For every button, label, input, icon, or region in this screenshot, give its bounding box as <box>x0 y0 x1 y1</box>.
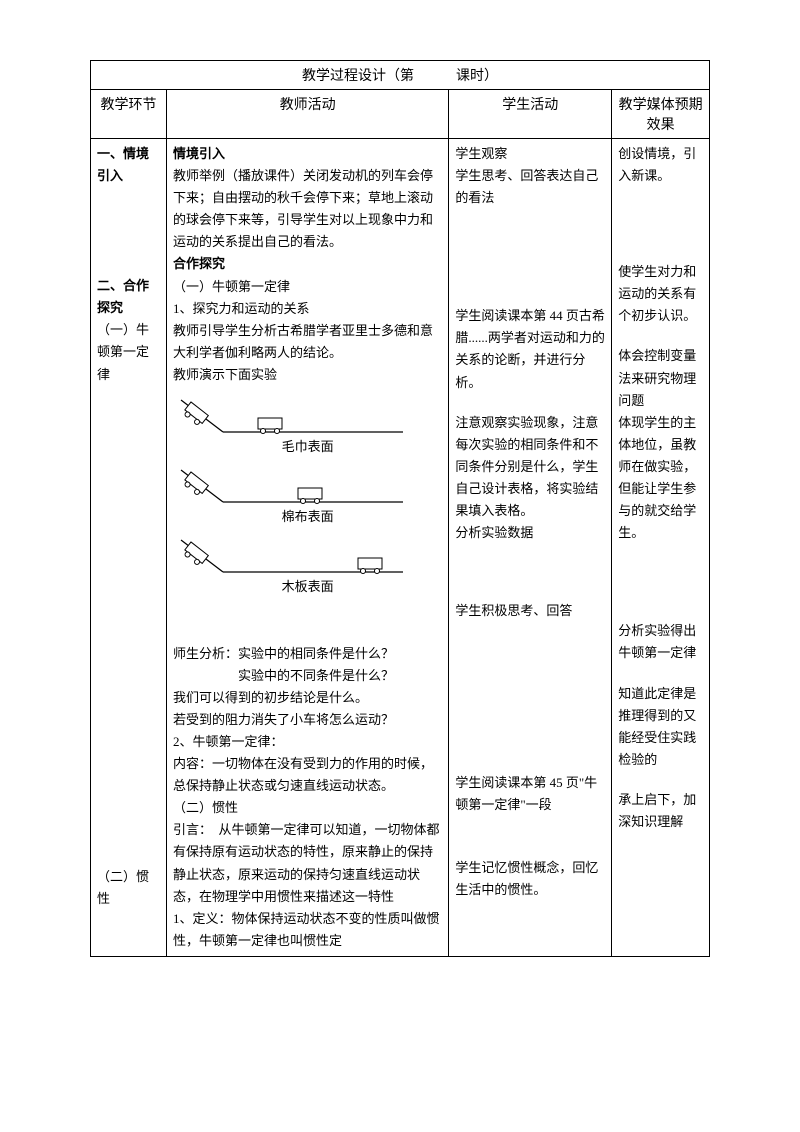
student-3-a: 学生积极思考、回答 <box>455 600 605 622</box>
student-2-b: 注意观察实验现象，注意每次实验的相同条件和不同条件分别是什么，学生自己设计表格，… <box>455 412 605 522</box>
teacher-2-b: 1、探究力和运动的关系 <box>173 298 442 320</box>
media-1: 创设情境，引入新课。 <box>618 143 703 187</box>
media-5: 知道此定律是推理得到的又能经受住实践检验的 <box>618 683 703 771</box>
media-cell: 创设情境，引入新课。 使学生对力和运动的关系有个初步认识。 体会控制变量法来研究… <box>612 139 710 957</box>
teacher-3-b: 实验中的不同条件是什么？ <box>173 665 442 687</box>
stage-2-sub1: （一）牛顿第一定律 <box>97 319 160 385</box>
title-row: 教学过程设计（第 课时） <box>91 61 710 90</box>
media-4: 分析实验得出牛顿第一定律 <box>618 620 703 664</box>
header-teacher: 教师活动 <box>167 90 449 139</box>
student-cell: 学生观察 学生思考、回答表达自己的看法 学生阅读课本第 44 页古希腊.....… <box>449 139 612 957</box>
experiment-diagram-1: 毛巾表面 <box>173 392 442 456</box>
teacher-4-a: （二）惯性 <box>173 797 442 819</box>
header-student: 学生活动 <box>449 90 612 139</box>
teacher-2-a: （一）牛顿第一定律 <box>173 276 442 298</box>
teacher-cell: 情境引入 教师举例（播放课件）关闭发动机的列车会停下来；自由摆动的秋千会停下来；… <box>167 139 449 957</box>
header-media: 教学媒体预期效果 <box>612 90 710 139</box>
teacher-1-body: 教师举例（播放课件）关闭发动机的列车会停下来；自由摆动的秋千会停下来；草地上滚动… <box>173 165 442 253</box>
surface-label-2: 棉布表面 <box>173 508 442 526</box>
student-4-a: 学生阅读课本第 45 页"牛顿第一定律"一段 <box>455 772 605 816</box>
lesson-plan-table: 教学过程设计（第 课时） 教学环节 教师活动 学生活动 教学媒体预期效果 一、情… <box>90 60 710 957</box>
student-4-b: 学生记忆惯性概念，回忆生活中的惯性。 <box>455 857 605 901</box>
teacher-2-d: 教师演示下面实验 <box>173 364 442 386</box>
student-2-c: 分析实验数据 <box>455 522 605 544</box>
teacher-3-e: 2、牛顿第一定律： <box>173 731 442 753</box>
teacher-3-c: 我们可以得到的初步结论是什么。 <box>173 687 442 709</box>
teacher-3-a: 师生分析：实验中的相同条件是什么？ <box>173 643 442 665</box>
teacher-2-head: 合作探究 <box>173 253 442 275</box>
teacher-1-head: 情境引入 <box>173 143 442 165</box>
media-2: 使学生对力和运动的关系有个初步认识。 <box>618 261 703 327</box>
header-row: 教学环节 教师活动 学生活动 教学媒体预期效果 <box>91 90 710 139</box>
student-1-a: 学生观察 <box>455 143 605 165</box>
stage-cell: 一、情境引入 二、合作探究 （一）牛顿第一定律 （二）惯性 <box>91 139 167 957</box>
teacher-3-f: 内容：一切物体在没有受到力的作用的时候，总保持静止状态或匀速直线运动状态。 <box>173 753 442 797</box>
table-title: 教学过程设计（第 课时） <box>91 61 710 90</box>
stage-2-title: 二、合作探究 <box>97 275 160 319</box>
experiment-diagram-3: 木板表面 <box>173 532 442 596</box>
surface-label-1: 毛巾表面 <box>173 438 442 456</box>
stage-1-title: 一、情境引入 <box>97 143 160 187</box>
header-stage: 教学环节 <box>91 90 167 139</box>
content-row: 一、情境引入 二、合作探究 （一）牛顿第一定律 （二）惯性 情境引入 教师举例（… <box>91 139 710 957</box>
stage-2-sub2: （二）惯性 <box>97 866 160 910</box>
media-6: 承上启下，加深知识理解 <box>618 789 703 833</box>
media-3b: 体现学生的主体地位，虽教师在做实验，但能让学生参与的就交给学生。 <box>618 412 703 545</box>
teacher-4-b: 引言： 从牛顿第一定律可以知道，一切物体都有保持原有运动状态的特性，原来静止的保… <box>173 819 442 907</box>
teacher-4-c: 1、定义：物体保持运动状态不变的性质叫做惯性，牛顿第一定律也叫惯性定 <box>173 908 442 952</box>
student-2-a: 学生阅读课本第 44 页古希腊......两学者对运动和力的关系的论断，并进行分… <box>455 305 605 393</box>
surface-label-3: 木板表面 <box>173 578 442 596</box>
experiment-diagram-2: 棉布表面 <box>173 462 442 526</box>
media-3: 体会控制变量法来研究物理问题 <box>618 345 703 411</box>
teacher-2-c: 教师引导学生分析古希腊学者亚里士多德和意大利学者伽利略两人的结论。 <box>173 320 442 364</box>
student-1-b: 学生思考、回答表达自己的看法 <box>455 165 605 209</box>
teacher-3-d: 若受到的阻力消失了小车将怎么运动？ <box>173 709 442 731</box>
